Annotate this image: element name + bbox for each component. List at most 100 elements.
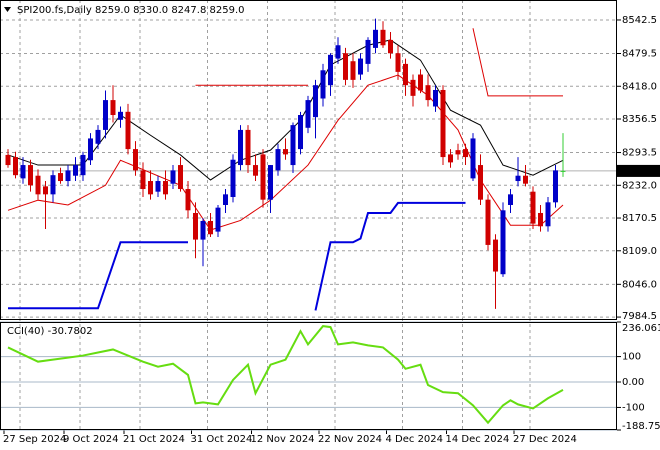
candle-body xyxy=(133,149,138,171)
candle-body xyxy=(283,149,288,155)
y-tick-label: 8109.0 xyxy=(622,246,657,257)
y-tick-label: 8542.5 xyxy=(622,15,657,26)
y-tick-label: 8046.0 xyxy=(622,279,657,290)
x-tick-label: 27 Dec 2024 xyxy=(513,434,577,445)
candle-body xyxy=(155,181,161,192)
x-tick-label: 22 Nov 2024 xyxy=(318,434,382,445)
candle-body xyxy=(433,89,438,107)
candle-body xyxy=(65,170,71,182)
x-tick-label: 12 Nov 2024 xyxy=(251,434,315,445)
candle-body xyxy=(380,29,386,46)
menu-arrow xyxy=(4,7,11,12)
candle-body xyxy=(223,194,228,205)
candle-body xyxy=(35,175,41,195)
x-tick-label: 4 Dec 2024 xyxy=(386,434,444,445)
candle-body xyxy=(268,165,273,200)
candle-body xyxy=(230,159,236,198)
candle-body xyxy=(403,63,408,86)
candle-body xyxy=(418,74,423,91)
candle-body xyxy=(455,150,461,155)
candle-body xyxy=(125,111,131,150)
candle-body xyxy=(410,79,416,96)
candle-body xyxy=(560,170,566,172)
candle-body xyxy=(343,53,348,80)
candle-body xyxy=(515,175,521,182)
candle-body xyxy=(5,154,11,166)
y-tick-label: 8356.5 xyxy=(622,114,657,125)
candle-body xyxy=(320,70,326,99)
candle-body xyxy=(200,220,206,240)
candle-body xyxy=(530,191,536,224)
candle-body xyxy=(43,186,48,195)
candle-body xyxy=(185,189,191,211)
candle-body xyxy=(28,165,33,186)
candle-body xyxy=(478,165,483,200)
candle-body xyxy=(88,138,93,161)
candle-body xyxy=(425,85,431,101)
x-tick-label: 21 Oct 2024 xyxy=(123,434,185,445)
candle-body xyxy=(245,129,251,166)
candle-body xyxy=(388,39,393,54)
chart-title: SPI200.fs,Daily 8259.0 8330.0 8247.8 825… xyxy=(17,5,244,16)
candle-body xyxy=(275,149,281,171)
y-tick-label: 8293.5 xyxy=(622,148,657,159)
overlay-line xyxy=(195,28,563,97)
candle-body xyxy=(208,220,213,235)
y-tick-label: 8232.0 xyxy=(622,180,657,191)
candle-body xyxy=(553,170,558,203)
plot-frame xyxy=(0,0,617,320)
candle-body xyxy=(493,239,498,272)
candle-body xyxy=(118,111,123,120)
indicator-line xyxy=(7,325,564,425)
candle-body xyxy=(448,154,453,163)
candle-body xyxy=(373,29,378,48)
y-tick-label: -100 xyxy=(622,402,645,413)
candle-body xyxy=(238,129,243,166)
x-tick-label: 9 Oct 2024 xyxy=(63,434,118,445)
candle-body xyxy=(163,181,168,195)
y-tick-label: -188.7575 xyxy=(622,421,660,432)
candle-body xyxy=(73,165,78,176)
candle-body xyxy=(440,89,446,158)
candle-body xyxy=(545,202,551,227)
candle-body xyxy=(178,165,183,190)
candle-body xyxy=(215,207,221,232)
candle-body xyxy=(260,154,266,200)
y-tick-label: 8479.5 xyxy=(622,49,657,60)
candle-body xyxy=(58,173,63,182)
y-tick-label: 100 xyxy=(622,352,641,363)
candle-body xyxy=(193,212,198,240)
candle-body xyxy=(328,54,333,86)
candle-body xyxy=(20,165,26,179)
candle-body xyxy=(500,210,506,275)
candle-body xyxy=(395,53,401,72)
y-tick-label: 236.0615 xyxy=(622,323,660,334)
x-tick-label: 14 Dec 2024 xyxy=(446,434,510,445)
candle-body xyxy=(470,138,476,179)
last-price-box xyxy=(617,164,660,177)
candle-body xyxy=(463,149,468,158)
candle-body xyxy=(298,115,303,150)
candle-body xyxy=(170,170,176,184)
candle-body xyxy=(305,100,311,128)
candle-body xyxy=(523,175,528,184)
candle-body xyxy=(80,154,86,176)
x-tick-label: 27 Sep 2024 xyxy=(3,434,66,445)
candle-body xyxy=(485,199,491,245)
plot-frame xyxy=(0,322,617,430)
candle-body xyxy=(110,100,116,116)
candle-body xyxy=(50,175,56,195)
candle-body xyxy=(358,58,363,75)
y-tick-label: 0.00 xyxy=(622,377,644,388)
candle-body xyxy=(335,45,341,59)
y-tick-label: 8170.5 xyxy=(622,213,657,224)
y-tick-label: 8418.0 xyxy=(622,81,657,92)
candle-body xyxy=(148,181,153,195)
y-tick-label: 7984.5 xyxy=(622,311,657,322)
candle-body xyxy=(95,129,101,144)
indicator-title: CCI(40) -30.7802 xyxy=(7,326,93,337)
candle-body xyxy=(538,212,543,227)
candle-body xyxy=(365,39,371,64)
candle-body xyxy=(13,157,18,176)
